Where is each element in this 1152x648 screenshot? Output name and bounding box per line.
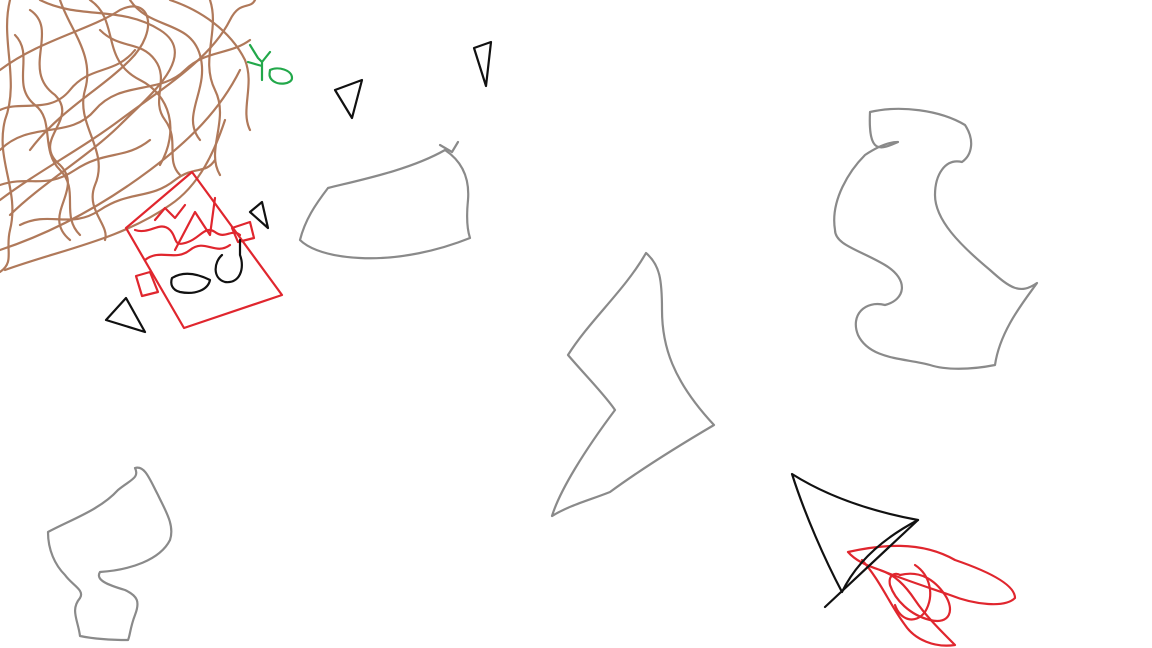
gray-asteroid-4 — [48, 468, 171, 640]
gray-asteroid-3 — [552, 253, 714, 516]
red-spaceship-face — [171, 240, 242, 293]
black-triangle-2 — [474, 42, 491, 86]
red-spaceship — [126, 172, 282, 328]
green-sprout — [248, 45, 292, 84]
black-triangle-4 — [106, 298, 145, 332]
black-triangle-1 — [335, 80, 362, 118]
black-triangle-3 — [250, 202, 268, 228]
rocket-with-flames — [792, 474, 1015, 646]
gray-asteroid-1 — [300, 142, 470, 258]
gray-asteroid-2 — [834, 109, 1037, 369]
rocket-body — [792, 474, 918, 607]
